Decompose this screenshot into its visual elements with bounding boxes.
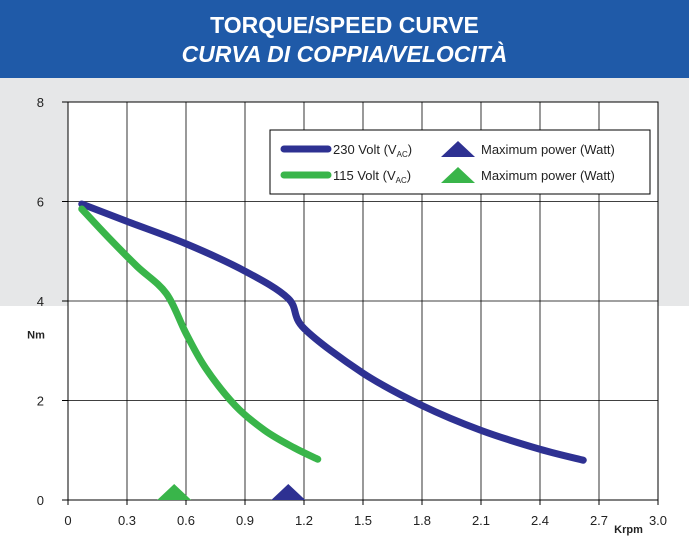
- panel-white-band: [0, 306, 20, 540]
- x-tick-label: 0.6: [177, 513, 195, 528]
- x-tick-label: 2.1: [472, 513, 490, 528]
- y-tick-label: 2: [37, 394, 44, 409]
- y-axis-label: Nm: [27, 329, 45, 341]
- x-axis-label: Krpm: [614, 524, 643, 536]
- y-tick-label: 8: [37, 95, 44, 110]
- chart-header: TORQUE/SPEED CURVE CURVA DI COPPIA/VELOC…: [0, 0, 689, 78]
- y-tick-label: 0: [37, 493, 44, 508]
- max-power-marker-1: [157, 484, 192, 500]
- x-tick-label: 0: [64, 513, 71, 528]
- x-tick-label: 2.7: [590, 513, 608, 528]
- legend-label-1: 115 Volt (VAC): [333, 168, 411, 185]
- series-layer: [78, 200, 587, 464]
- legend-box: [269, 129, 651, 195]
- tick-labels: 0 0.3 0.6 0.9 1.2 1.5 1.8 2.1 2.4 2.7 3.0 0 2 4 6 8 Krpm…: [27, 95, 667, 536]
- legend-label-0: 230 Volt (VAC): [333, 142, 412, 159]
- legend-max-power-label-0: Maximum power (Watt): [481, 142, 615, 157]
- x-tick-label: 1.8: [413, 513, 431, 528]
- series-line-1: [78, 205, 322, 463]
- legend: 230 Volt (VAC) Maximum power (Watt) 115 Vo…: [269, 129, 651, 195]
- max-power-marker-0: [271, 484, 306, 500]
- chart-title: TORQUE/SPEED CURVE: [210, 12, 479, 38]
- y-tick-label: 4: [37, 294, 44, 309]
- x-tick-label: 2.4: [531, 513, 549, 528]
- x-tick-label: 1.5: [354, 513, 372, 528]
- x-tick-label: 1.2: [295, 513, 313, 528]
- y-tick-label: 6: [37, 195, 44, 210]
- max-power-markers: [157, 484, 306, 500]
- x-tick-label: 0.3: [118, 513, 136, 528]
- x-tick-label: 0.9: [236, 513, 254, 528]
- legend-max-power-label-1: Maximum power (Watt): [481, 168, 615, 183]
- x-tick-label: 3.0: [649, 513, 667, 528]
- chart-subtitle: CURVA DI COPPIA/VELOCITÀ: [181, 41, 508, 67]
- legend-triangle-0: [441, 141, 475, 157]
- legend-triangle-1: [441, 167, 475, 183]
